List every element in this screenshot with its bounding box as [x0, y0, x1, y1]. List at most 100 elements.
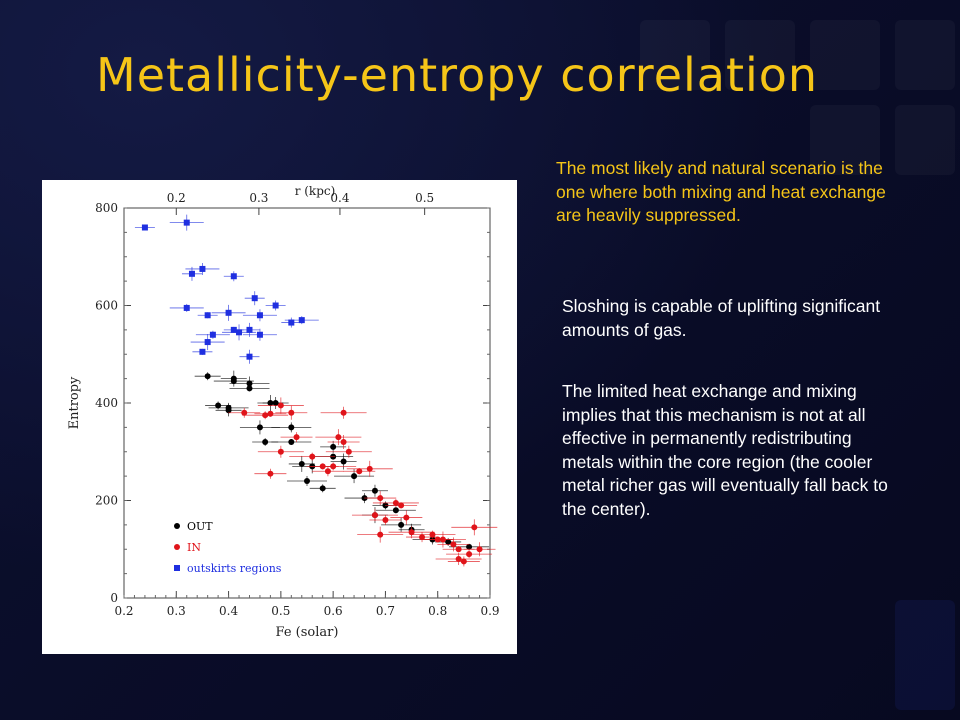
background-tiles [530, 0, 960, 720]
data-point [134, 224, 155, 231]
marker [288, 439, 295, 445]
top-tick-label: 0.2 [167, 191, 186, 205]
y-tick-label: 0 [110, 591, 118, 605]
marker [204, 373, 211, 380]
data-point [284, 316, 319, 325]
data-point [361, 484, 388, 497]
marker [199, 265, 206, 272]
scatter-chart: 0.2 0.3 0.4 0.5 0.6 0.7 0.8 0.9 0 200 400 600 800 0.2… [67, 184, 500, 640]
slide-title: Metallicity-entropy correlation [96, 48, 819, 102]
data-point [262, 397, 289, 409]
marker [340, 439, 347, 445]
marker [450, 541, 457, 548]
data-point [320, 406, 367, 419]
marker [251, 295, 258, 302]
marker [335, 434, 342, 441]
marker [230, 375, 237, 382]
data-point [346, 460, 393, 477]
marker [246, 353, 253, 360]
data-point [242, 309, 277, 322]
data-point [257, 445, 304, 458]
top-tick-label: 0.5 [415, 191, 434, 205]
data-point [375, 507, 416, 514]
marker [246, 385, 253, 392]
data-point [271, 439, 312, 445]
marker [377, 495, 384, 502]
top-axis-label: r (kpc) [295, 184, 336, 198]
marker [455, 546, 462, 553]
data-point [265, 300, 286, 311]
data-point [288, 455, 315, 472]
data-point [320, 440, 347, 453]
data-point [280, 432, 313, 443]
marker [439, 536, 446, 543]
data-point [309, 484, 336, 493]
marker [141, 224, 148, 231]
marker [262, 439, 269, 445]
note-white-1: Sloshing is capable of uplifting signifi… [562, 296, 881, 340]
marker [466, 551, 473, 558]
marker [330, 463, 337, 470]
marker [288, 409, 295, 416]
marker [298, 317, 305, 324]
marker [403, 514, 410, 521]
marker [419, 534, 426, 541]
marker [324, 468, 331, 475]
data-point [327, 435, 360, 449]
data-point [281, 317, 302, 328]
legend-marker [174, 523, 180, 529]
marker [455, 556, 462, 562]
marker [340, 409, 347, 416]
marker [288, 319, 295, 326]
marker [272, 400, 279, 406]
marker [398, 521, 405, 528]
marker [256, 312, 263, 319]
data-point [211, 304, 246, 321]
x-tick-label: 0.4 [219, 604, 238, 618]
marker [408, 529, 415, 536]
marker [183, 219, 190, 226]
marker [392, 499, 399, 506]
marker [371, 512, 378, 519]
data-point [311, 466, 344, 477]
data-point [446, 550, 493, 559]
legend-marker [174, 544, 180, 550]
data-point [190, 334, 225, 351]
marker [204, 312, 211, 319]
marker [345, 448, 352, 455]
data-point [315, 429, 362, 446]
marker [246, 380, 253, 387]
marker [267, 410, 274, 417]
legend-label: outskirts regions [187, 562, 282, 575]
data-point [419, 531, 466, 548]
data-point [325, 445, 372, 458]
data-point [228, 407, 261, 418]
data-point [205, 401, 232, 410]
marker [267, 470, 274, 477]
marker [319, 485, 326, 492]
marker [256, 331, 263, 338]
legend-label: OUT [187, 520, 213, 533]
data-point [451, 519, 498, 536]
x-tick-label: 0.3 [167, 604, 186, 618]
data-point [208, 402, 249, 413]
marker [330, 443, 337, 450]
data-point [409, 530, 456, 539]
marker [246, 326, 253, 333]
data-point [390, 510, 423, 525]
y-tick-label: 600 [95, 299, 118, 313]
data-point [192, 348, 213, 355]
data-point [194, 372, 221, 381]
data-point [364, 491, 397, 506]
data-point [463, 542, 496, 557]
marker [199, 348, 206, 355]
marker [293, 434, 300, 441]
marker [304, 478, 310, 484]
marker [377, 531, 384, 538]
marker [460, 558, 467, 565]
top-tick-label: 0.4 [330, 191, 349, 205]
data-point [239, 349, 260, 364]
marker [298, 460, 305, 467]
marker [356, 468, 363, 475]
data-point [254, 468, 287, 479]
